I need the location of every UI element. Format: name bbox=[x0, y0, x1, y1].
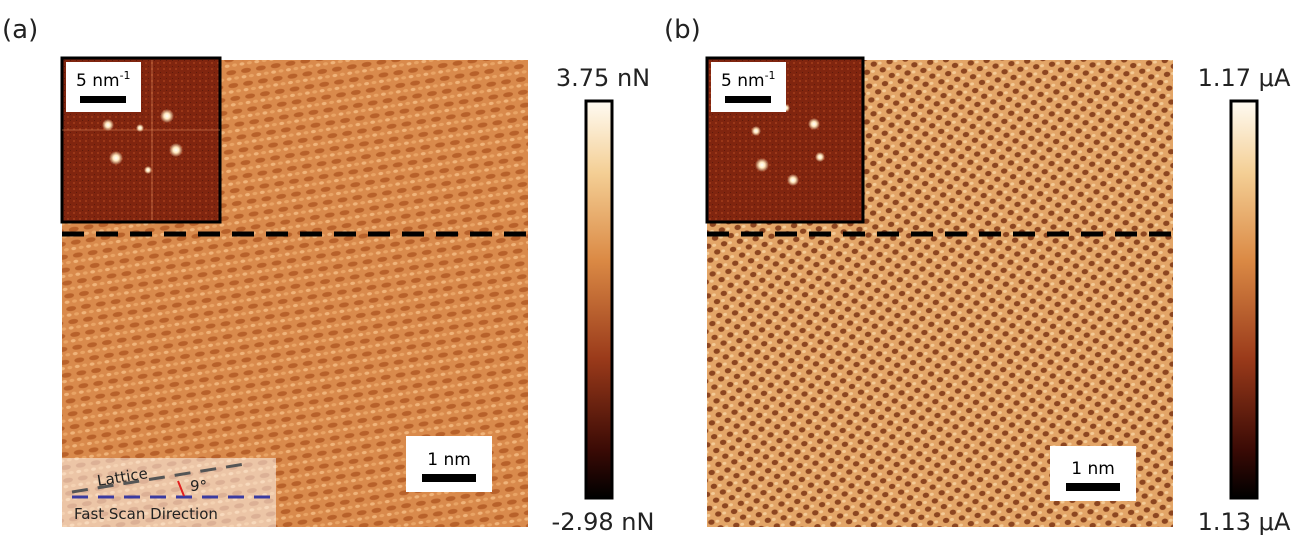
colorbar bbox=[584, 99, 614, 500]
fast-scan-label: Fast Scan Direction bbox=[74, 505, 218, 523]
panel-label: (a) bbox=[2, 15, 38, 45]
panel-label: (b) bbox=[664, 15, 701, 45]
colorbar bbox=[1229, 99, 1259, 500]
colorbar-min: 1.13 μA bbox=[1198, 508, 1291, 535]
inset-scale-text: 5 nm bbox=[76, 71, 120, 91]
inset-scale-text: 5 nm bbox=[721, 71, 765, 91]
colorbar-max: 3.75 nN bbox=[556, 64, 650, 92]
scale-bar: 1 nm bbox=[1050, 446, 1136, 501]
angle-label: 9° bbox=[190, 477, 207, 495]
inset-scale-sup: -1 bbox=[765, 69, 776, 82]
legend: Lattice 9° Fast Scan Direction bbox=[62, 458, 276, 527]
inset-scale-sup: -1 bbox=[120, 69, 131, 82]
colorbar-min: -2.98 nN bbox=[552, 508, 655, 535]
scale-bar: 1 nm bbox=[406, 436, 492, 492]
scale-bar-label: 1 nm bbox=[1071, 459, 1115, 479]
colorbar-max: 1.17 μA bbox=[1198, 64, 1291, 92]
inset-scale-label: 5 nm-1 bbox=[721, 69, 776, 91]
inset-scale-label: 5 nm-1 bbox=[76, 69, 131, 91]
fft-inset: 5 nm-1 bbox=[705, 56, 865, 224]
scale-bar-label: 1 nm bbox=[427, 450, 471, 470]
fft-inset: 5 nm-1 bbox=[60, 56, 222, 224]
